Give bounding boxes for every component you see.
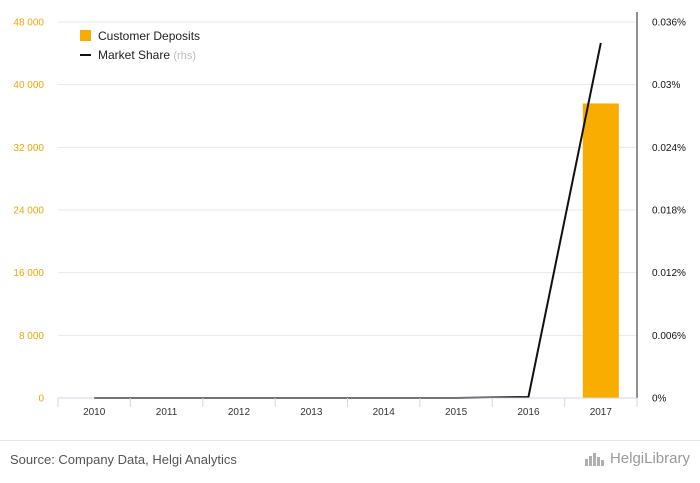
brand-name: HelgiLibrary <box>609 450 690 467</box>
line-series <box>94 42 602 399</box>
x-tick-label: 2014 <box>373 407 396 418</box>
y-left-tick-label: 40 000 <box>13 80 44 91</box>
x-tick-label: 2011 <box>156 407 178 418</box>
y-left-tick-label: 16 000 <box>13 268 44 279</box>
x-tick-label: 2017 <box>590 407 613 418</box>
x-tick-label: 2016 <box>517 407 540 418</box>
axes: 0 8 000 16 000 24 000 32 000 40 000 48 000 0% 0.… <box>13 12 686 418</box>
legend-rhs-note: (rhs) <box>173 50 196 62</box>
footer: Source: Company Data, Helgi Analytics He… <box>0 440 700 483</box>
bar-series <box>582 103 619 398</box>
y-right-tick-label: 0.006% <box>652 331 686 342</box>
legend-swatch-customer-deposits <box>80 30 91 41</box>
x-tick-label: 2012 <box>228 407 251 418</box>
y-right-tick-label: 0.03% <box>652 80 680 91</box>
x-tick-label: 2010 <box>83 407 106 418</box>
y-right-tick-label: 0.012% <box>652 268 686 279</box>
x-tick-label: 2013 <box>300 407 323 418</box>
y-left-tick-label: 8 000 <box>19 331 44 342</box>
y-left-tick-label: 48 000 <box>13 18 44 29</box>
y-left-tick-label: 0 <box>38 394 44 405</box>
y-left-tick-label: 32 000 <box>13 143 44 154</box>
brand-link[interactable]: HelgiLibrary <box>584 450 690 467</box>
helgi-library-logo-icon <box>584 452 604 466</box>
source-note: Source: Company Data, Helgi Analytics <box>10 452 237 467</box>
x-tick-label: 2015 <box>445 407 468 418</box>
y-right-tick-label: 0.018% <box>652 206 686 217</box>
market-share-line <box>94 42 602 399</box>
y-right-tick-label: 0% <box>652 394 667 405</box>
y-right-tick-label: 0.036% <box>652 18 686 29</box>
bar <box>582 103 619 398</box>
legend: Customer Deposits Market Share (rhs) <box>80 29 200 62</box>
legend-label-market-share: Market Share (rhs) <box>98 48 196 62</box>
chart: 0 8 000 16 000 24 000 32 000 40 000 48 000 0% 0.… <box>13 12 686 418</box>
legend-label-customer-deposits: Customer Deposits <box>98 29 200 43</box>
y-left-tick-label: 24 000 <box>13 206 44 217</box>
y-right-tick-label: 0.024% <box>652 143 686 154</box>
